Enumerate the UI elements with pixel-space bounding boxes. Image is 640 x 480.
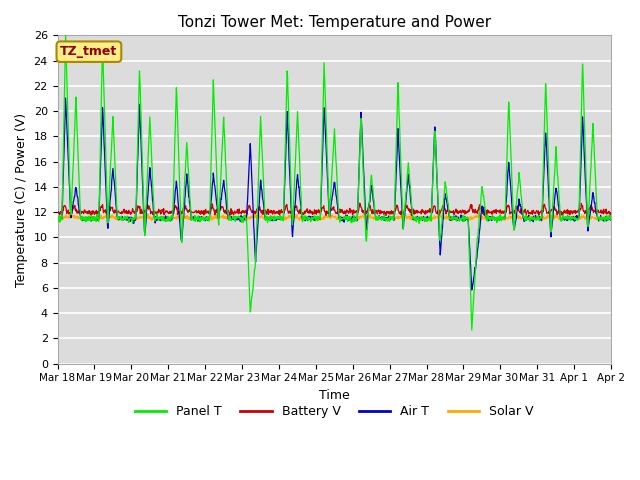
Text: TZ_tmet: TZ_tmet [60, 45, 118, 58]
Y-axis label: Temperature (C) / Power (V): Temperature (C) / Power (V) [15, 112, 28, 287]
Legend: Panel T, Battery V, Air T, Solar V: Panel T, Battery V, Air T, Solar V [130, 400, 539, 423]
X-axis label: Time: Time [319, 389, 349, 402]
Title: Tonzi Tower Met: Temperature and Power: Tonzi Tower Met: Temperature and Power [178, 15, 491, 30]
